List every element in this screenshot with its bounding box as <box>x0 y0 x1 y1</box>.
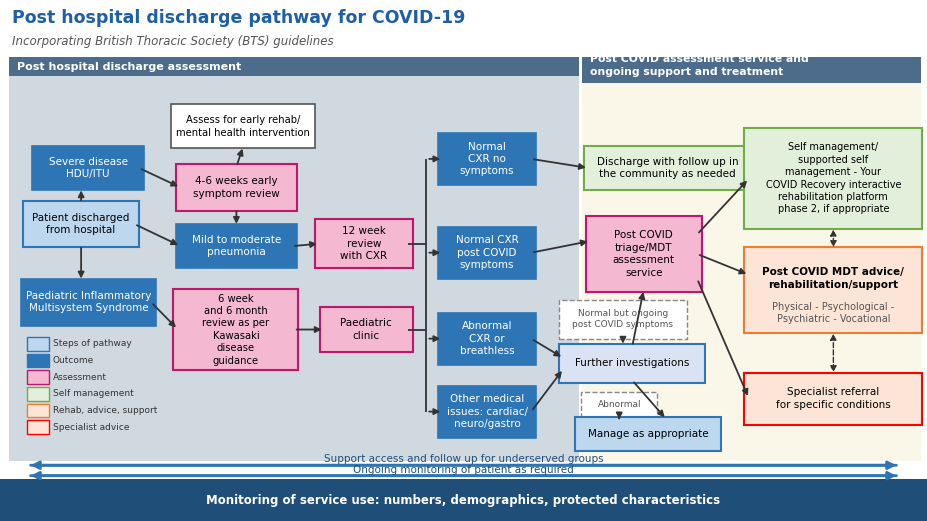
Text: Assessment: Assessment <box>53 373 107 382</box>
FancyBboxPatch shape <box>21 279 156 326</box>
Text: 12 week
review
with CXR: 12 week review with CXR <box>340 226 387 261</box>
Text: Paediatric Inflammatory
Multisystem Syndrome: Paediatric Inflammatory Multisystem Synd… <box>26 291 151 313</box>
Text: Normal but ongoing
post COVID symptoms: Normal but ongoing post COVID symptoms <box>573 309 673 329</box>
Text: Manage as appropriate: Manage as appropriate <box>588 429 708 439</box>
FancyBboxPatch shape <box>559 300 687 339</box>
Bar <box>9 57 579 461</box>
FancyBboxPatch shape <box>744 247 922 333</box>
Text: Post hospital discharge assessment: Post hospital discharge assessment <box>17 61 241 72</box>
Text: Assess for early rehab/
mental health intervention: Assess for early rehab/ mental health in… <box>176 115 311 138</box>
Text: Specialist advice: Specialist advice <box>53 423 130 432</box>
FancyBboxPatch shape <box>27 404 49 417</box>
FancyBboxPatch shape <box>744 373 922 425</box>
FancyBboxPatch shape <box>581 392 657 418</box>
Text: Steps of pathway: Steps of pathway <box>53 339 132 349</box>
Text: Abnormal: Abnormal <box>597 400 641 410</box>
Bar <box>0 479 927 521</box>
Text: Normal
CXR no
symptoms: Normal CXR no symptoms <box>460 142 514 176</box>
Text: Monitoring of service use: numbers, demographics, protected characteristics: Monitoring of service use: numbers, demo… <box>207 494 720 506</box>
FancyBboxPatch shape <box>27 337 49 351</box>
Bar <box>9 57 579 76</box>
Text: Post COVID MDT advice/
rehabilitation/support: Post COVID MDT advice/ rehabilitation/su… <box>762 267 905 290</box>
FancyBboxPatch shape <box>27 420 49 434</box>
Text: Self management: Self management <box>53 389 133 399</box>
FancyBboxPatch shape <box>27 370 49 384</box>
FancyBboxPatch shape <box>559 344 705 383</box>
Text: Outcome: Outcome <box>53 356 94 365</box>
FancyBboxPatch shape <box>744 128 922 229</box>
Text: Rehab, advice, support: Rehab, advice, support <box>53 406 158 415</box>
FancyBboxPatch shape <box>438 227 536 279</box>
FancyBboxPatch shape <box>171 104 315 148</box>
Text: 6 week
and 6 month
review as per
Kawasaki
disease
guidance: 6 week and 6 month review as per Kawasak… <box>202 293 270 366</box>
Text: Paediatric
clinic: Paediatric clinic <box>340 318 392 341</box>
Text: Further investigations: Further investigations <box>575 358 690 368</box>
Text: Patient discharged
from hospital: Patient discharged from hospital <box>32 213 130 235</box>
FancyBboxPatch shape <box>23 201 139 247</box>
Text: Ongoing monitoring of patient as required: Ongoing monitoring of patient as require… <box>353 465 574 475</box>
Text: Post COVID
triage/MDT
assessment
service: Post COVID triage/MDT assessment service <box>613 230 675 278</box>
Text: Other medical
issues: cardiac/
neuro/gastro: Other medical issues: cardiac/ neuro/gas… <box>447 394 527 429</box>
FancyBboxPatch shape <box>27 387 49 401</box>
Text: 4-6 weeks early
symptom review: 4-6 weeks early symptom review <box>193 177 280 199</box>
Text: Post COVID assessment service and
ongoing support and treatment: Post COVID assessment service and ongoin… <box>590 54 808 77</box>
Text: Severe disease
HDU/ITU: Severe disease HDU/ITU <box>48 157 128 179</box>
FancyBboxPatch shape <box>32 146 144 190</box>
FancyBboxPatch shape <box>176 224 297 268</box>
FancyBboxPatch shape <box>315 219 413 268</box>
FancyBboxPatch shape <box>586 216 702 292</box>
FancyBboxPatch shape <box>575 417 721 451</box>
FancyBboxPatch shape <box>438 133 536 185</box>
FancyBboxPatch shape <box>173 289 298 370</box>
Text: Physical - Psychological -
Psychiatric - Vocational: Physical - Psychological - Psychiatric -… <box>772 302 895 324</box>
Text: Abnormal
CXR or
breathless: Abnormal CXR or breathless <box>460 321 514 356</box>
Text: Specialist referral
for specific conditions: Specialist referral for specific conditi… <box>776 388 891 410</box>
Text: Support access and follow up for underserved groups: Support access and follow up for underse… <box>324 454 603 464</box>
FancyBboxPatch shape <box>27 354 49 367</box>
FancyBboxPatch shape <box>438 313 536 365</box>
Text: Self management/
supported self
management - Your
COVID Recovery interactive
reh: Self management/ supported self manageme… <box>766 142 901 215</box>
Text: Mild to moderate
pneumonia: Mild to moderate pneumonia <box>192 235 281 257</box>
Text: Normal CXR
post COVID
symptoms: Normal CXR post COVID symptoms <box>456 235 518 270</box>
FancyBboxPatch shape <box>584 146 751 190</box>
FancyBboxPatch shape <box>438 386 536 438</box>
Bar <box>582 57 921 83</box>
Text: Incorporating British Thoracic Society (BTS) guidelines: Incorporating British Thoracic Society (… <box>12 35 334 48</box>
Bar <box>582 57 921 461</box>
Text: Discharge with follow up in
the community as needed: Discharge with follow up in the communit… <box>597 157 738 179</box>
Text: Post hospital discharge pathway for COVID-19: Post hospital discharge pathway for COVI… <box>12 9 465 27</box>
FancyBboxPatch shape <box>176 164 297 211</box>
FancyBboxPatch shape <box>320 307 413 352</box>
